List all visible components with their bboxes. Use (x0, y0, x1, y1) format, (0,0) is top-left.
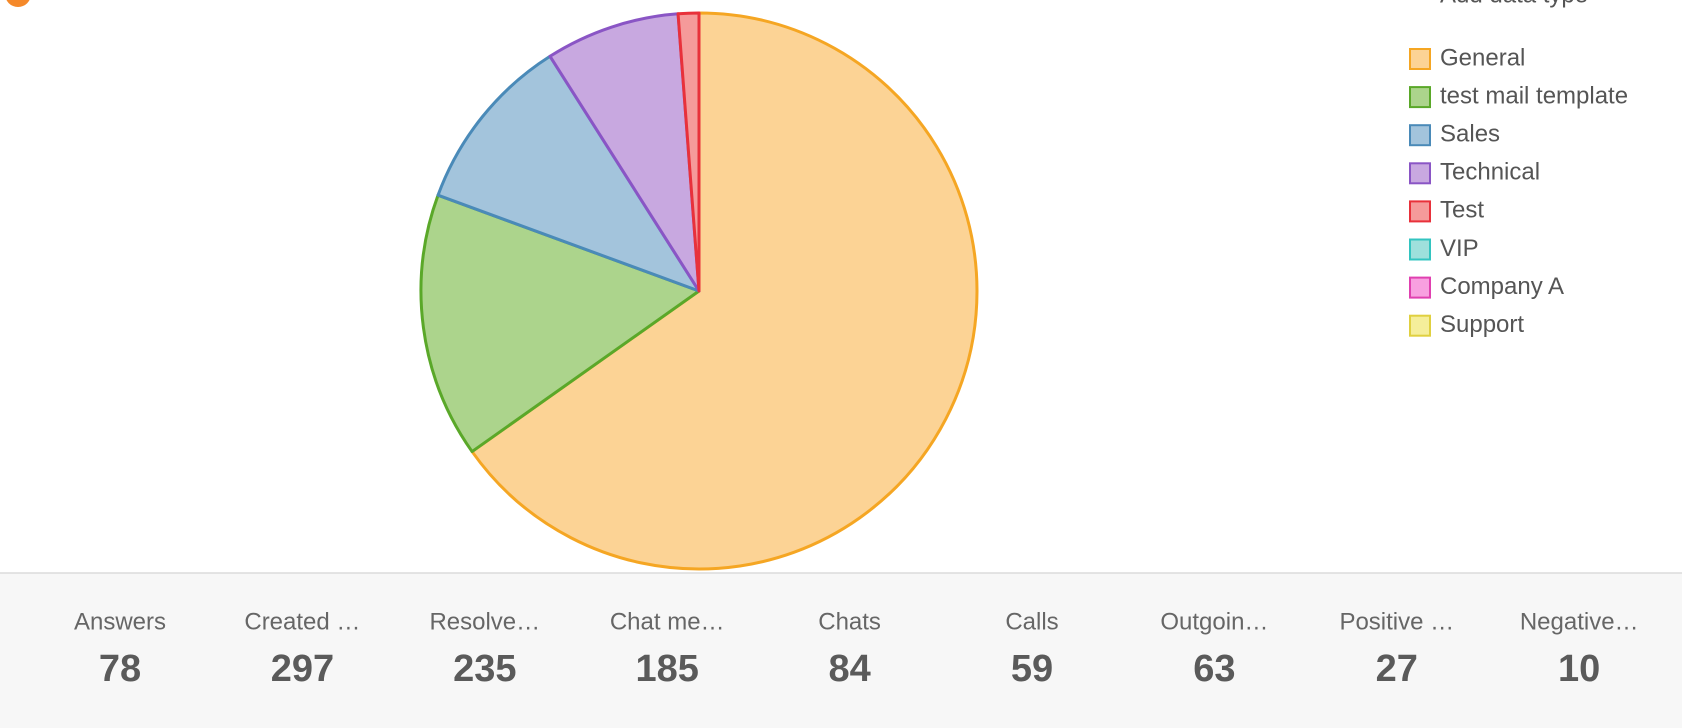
pie-slice[interactable] (436, 54, 701, 293)
legend-swatch[interactable] (1409, 124, 1431, 147)
legend-label[interactable]: test mail template (1440, 82, 1628, 109)
stat-label: Resolve… (429, 608, 540, 635)
stat-value: 10 (1558, 648, 1600, 690)
stat-label: Calls (1005, 608, 1058, 635)
pie-slice[interactable] (419, 193, 701, 454)
legend-label[interactable]: General (1440, 44, 1525, 71)
add-data-type[interactable]: Add data type (1440, 0, 1588, 8)
stats-bar (0, 573, 1682, 728)
legend-label[interactable]: Company A (1440, 273, 1564, 300)
stat-value: 185 (635, 648, 698, 690)
stat-value: 235 (453, 648, 516, 690)
legend-swatch[interactable] (1409, 48, 1431, 70)
legend-label[interactable]: Support (1440, 311, 1524, 338)
stat-label: Outgoin… (1160, 608, 1268, 635)
stat-value: 27 (1376, 648, 1418, 690)
legend-label[interactable]: Sales (1440, 121, 1500, 148)
stat-label: Chats (818, 608, 881, 635)
stat-label: Positive … (1339, 608, 1454, 635)
legend-label[interactable]: Technical (1440, 159, 1540, 186)
stat-value: 84 (828, 648, 870, 690)
pie-slice[interactable] (676, 11, 701, 293)
pie-slice[interactable] (470, 11, 979, 571)
stat-value: 59 (1011, 648, 1053, 690)
stat-label: Chat me… (610, 608, 725, 635)
legend-swatch[interactable] (1409, 200, 1431, 223)
pie-slice[interactable] (548, 12, 701, 293)
stat-value: 63 (1193, 648, 1235, 690)
stat-label: Negative… (1520, 608, 1639, 635)
stat-value: 78 (99, 648, 141, 690)
legend-swatch[interactable] (1409, 238, 1431, 261)
legend-swatch[interactable] (1409, 86, 1431, 109)
stat-label: Answers (74, 608, 166, 635)
legend-swatch[interactable] (1409, 162, 1431, 185)
stat-value: 297 (271, 648, 334, 690)
legend-swatch[interactable] (1409, 314, 1431, 337)
stat-label: Created … (244, 608, 360, 635)
legend-label[interactable]: Test (1440, 197, 1484, 224)
legend-swatch[interactable] (1409, 276, 1431, 299)
legend-label[interactable]: VIP (1440, 235, 1479, 262)
status-dot (6, 0, 30, 7)
